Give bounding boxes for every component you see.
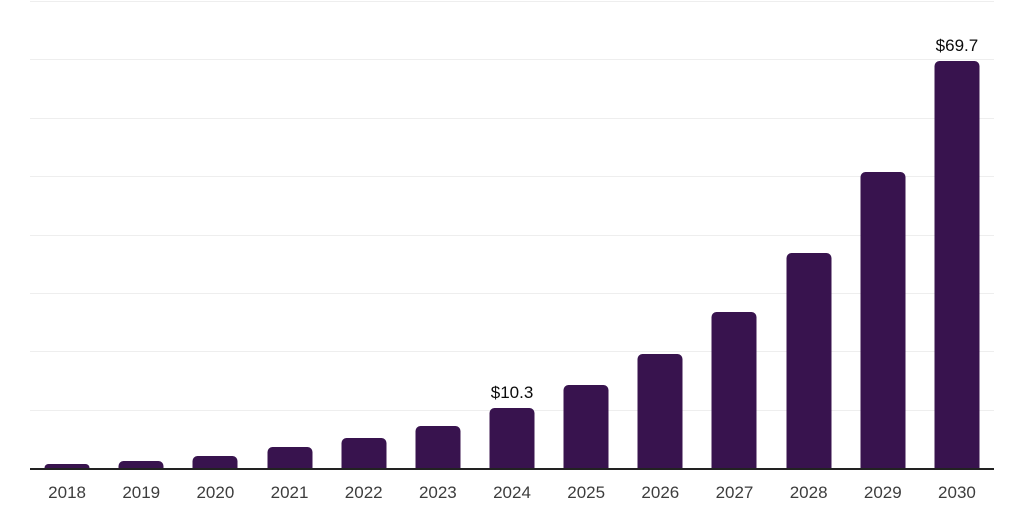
x-axis-label-2028: 2028 (789, 483, 828, 502)
bar-2018 (44, 463, 90, 468)
x-axis-label-2026: 2026 (641, 483, 680, 502)
x-axis-label-2018: 2018 (48, 483, 86, 502)
bar-value-label-2024: $10.3 (490, 382, 534, 402)
x-axis-label-2024: 2024 (493, 483, 531, 502)
bar-slot-2026 (623, 1, 697, 468)
bar-slot-2029 (846, 1, 920, 468)
x-axis-label-2023: 2023 (418, 483, 457, 502)
bar-slot-2030: $69.7 (920, 1, 994, 468)
x-axis-label-2029: 2029 (863, 483, 902, 502)
bar-slot-2019 (104, 1, 178, 468)
x-axis-label-2020: 2020 (196, 483, 235, 502)
bar-slot-2028 (772, 1, 846, 468)
bar-2019 (118, 461, 164, 468)
gridline-80 (30, 1, 994, 2)
bar-2024 (489, 407, 535, 468)
bars-row: $10.3 $69.7 (30, 1, 994, 468)
bar-2021 (267, 447, 313, 468)
bar-value-label-2030: $69.7 (935, 36, 979, 56)
gridline-40 (30, 234, 994, 236)
bar-slot-2021 (252, 1, 326, 468)
bar-slot-2018 (30, 1, 104, 468)
gridline-60 (30, 117, 994, 119)
bar-slot-2027 (697, 1, 771, 468)
bar-2026 (637, 354, 683, 468)
bar-slot-2022 (327, 1, 401, 468)
bar-slot-2020 (178, 1, 252, 468)
plot-area: $10.3 $69.7 (30, 1, 994, 470)
bar-2028 (786, 252, 832, 468)
bar-slot-2025 (549, 1, 623, 468)
bar-2025 (563, 385, 609, 468)
x-axis-label-2030: 2030 (938, 483, 976, 502)
x-axis-label-2019: 2019 (122, 483, 161, 502)
gridline-30 (30, 292, 994, 294)
x-axis-label-2027: 2027 (715, 483, 754, 502)
bar-slot-2023 (401, 1, 475, 468)
x-axis-label-2021: 2021 (270, 483, 309, 502)
x-axis-label-2022: 2022 (344, 483, 383, 502)
bar-2023 (415, 426, 461, 468)
bar-2022 (341, 437, 387, 468)
bar-2020 (192, 455, 238, 468)
x-axis-label-2025: 2025 (567, 483, 606, 502)
bar-2027 (711, 311, 757, 468)
bar-slot-2024: $10.3 (475, 1, 549, 468)
gridline-70 (30, 59, 994, 61)
x-axis: 2018 2019 2020 2021 2022 2023 2024 2025 2026 2027… (30, 481, 994, 505)
bar-2030 (934, 61, 980, 468)
bar-2029 (860, 172, 906, 468)
gridline-50 (30, 176, 994, 178)
gridline-20 (30, 351, 994, 353)
